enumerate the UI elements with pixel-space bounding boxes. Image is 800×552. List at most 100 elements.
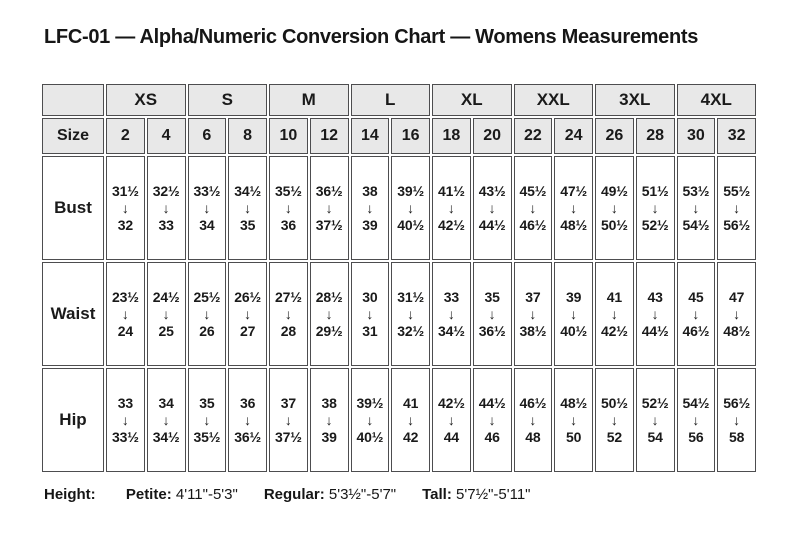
- down-arrow-icon: ↓: [244, 199, 252, 216]
- range-from: 51½: [641, 182, 669, 199]
- bust-cell: 45½ ↓ 46½: [513, 156, 553, 260]
- range-to: 34½: [152, 428, 180, 445]
- tall-label: Tall:: [422, 486, 452, 503]
- numeric-size-28: 28: [635, 118, 675, 154]
- down-arrow-icon: ↓: [610, 305, 618, 322]
- size-conversion-table: XS S M L XL XXL 3XL 4XL Size 2 4 6 8 10 …: [40, 82, 758, 474]
- range-from: 36: [240, 394, 256, 411]
- range-to: 32: [117, 216, 133, 233]
- waist-cell: 37 ↓ 38½: [513, 262, 553, 366]
- down-arrow-icon: ↓: [447, 305, 455, 322]
- down-arrow-icon: ↓: [121, 305, 129, 322]
- range-from: 49½: [601, 182, 628, 199]
- range-to: 34½: [438, 322, 465, 339]
- waist-row-label: Waist: [42, 262, 104, 366]
- range-from: 47: [729, 288, 745, 305]
- waist-cell: 43 ↓ 44½: [635, 262, 675, 366]
- range-to: 56: [688, 428, 704, 445]
- range-from: 37: [525, 288, 541, 305]
- alpha-size-m: M: [269, 84, 349, 116]
- hip-cell: 37 ↓ 37½: [269, 368, 308, 472]
- range-to: 48½: [723, 322, 750, 339]
- height-label: Height:: [44, 486, 96, 503]
- down-arrow-icon: ↓: [284, 199, 292, 216]
- waist-row: Waist 23½ ↓ 24 24½ ↓ 25 25½ ↓ 26 26½ ↓ 27 27½ ↓ 28…: [42, 262, 756, 366]
- range-from: 41: [606, 288, 622, 305]
- waist-cell: 31½ ↓ 32½: [391, 262, 430, 366]
- range-from: 31½: [397, 288, 424, 305]
- down-arrow-icon: ↓: [651, 199, 659, 216]
- hip-cell: 46½ ↓ 48: [513, 368, 553, 472]
- bust-cell: 43½ ↓ 44½: [472, 156, 512, 260]
- range-from: 54½: [682, 394, 710, 411]
- range-to: 46½: [682, 322, 710, 339]
- bust-cell: 35½ ↓ 36: [269, 156, 308, 260]
- down-arrow-icon: ↓: [651, 305, 659, 322]
- waist-cell: 35 ↓ 36½: [472, 262, 512, 366]
- height-petite-group: Petite: 4'11"-5'3": [126, 486, 238, 503]
- range-to: 36½: [234, 428, 261, 445]
- range-to: 50: [566, 428, 582, 445]
- size-row-label: Size: [42, 118, 104, 154]
- numeric-size-16: 16: [391, 118, 430, 154]
- range-to: 54: [647, 428, 663, 445]
- down-arrow-icon: ↓: [529, 411, 537, 428]
- numeric-size-22: 22: [513, 118, 553, 154]
- page-title: LFC-01 — Alpha/Numeric Conversion Chart …: [44, 26, 699, 48]
- down-arrow-icon: ↓: [407, 199, 415, 216]
- range-to: 25: [158, 322, 174, 339]
- bust-cell: 49½ ↓ 50½: [595, 156, 634, 260]
- numeric-size-18: 18: [432, 118, 471, 154]
- down-arrow-icon: ↓: [325, 411, 333, 428]
- range-to: 44½: [641, 322, 669, 339]
- range-from: 26½: [234, 288, 261, 305]
- range-to: 35½: [193, 428, 221, 445]
- range-from: 46½: [519, 394, 547, 411]
- hip-cell: 38 ↓ 39: [309, 368, 349, 472]
- bust-cell: 33½ ↓ 34: [187, 156, 227, 260]
- range-from: 28½: [315, 288, 343, 305]
- range-from: 38: [362, 182, 378, 199]
- range-from: 41: [403, 394, 419, 411]
- alpha-size-xxl: XXL: [513, 84, 593, 116]
- height-regular-group: Regular: 5'3½"-5'7": [264, 486, 396, 503]
- range-from: 33½: [193, 182, 221, 199]
- range-to: 29½: [315, 322, 343, 339]
- range-from: 39: [566, 288, 582, 305]
- range-from: 32½: [152, 182, 180, 199]
- hip-cell: 44½ ↓ 46: [472, 368, 512, 472]
- waist-cell: 47 ↓ 48½: [717, 262, 756, 366]
- down-arrow-icon: ↓: [203, 305, 211, 322]
- range-to: 35: [240, 216, 256, 233]
- range-to: 36½: [478, 322, 506, 339]
- range-from: 30: [362, 288, 378, 305]
- range-to: 27: [240, 322, 256, 339]
- range-from: 41½: [438, 182, 465, 199]
- range-to: 40½: [356, 428, 384, 445]
- down-arrow-icon: ↓: [121, 411, 129, 428]
- range-from: 33: [117, 394, 133, 411]
- range-to: 46½: [519, 216, 547, 233]
- range-from: 36½: [315, 182, 343, 199]
- waist-cell: 25½ ↓ 26: [187, 262, 227, 366]
- hip-cell: 56½ ↓ 58: [717, 368, 756, 472]
- waist-cell: 33 ↓ 34½: [432, 262, 471, 366]
- down-arrow-icon: ↓: [570, 305, 578, 322]
- down-arrow-icon: ↓: [284, 411, 292, 428]
- hip-cell: 33 ↓ 33½: [106, 368, 145, 472]
- range-to: 52: [606, 428, 622, 445]
- range-from: 43½: [478, 182, 506, 199]
- range-to: 42: [403, 428, 419, 445]
- range-to: 37½: [275, 428, 302, 445]
- down-arrow-icon: ↓: [488, 305, 496, 322]
- range-from: 37: [280, 394, 296, 411]
- alpha-size-3xl: 3XL: [595, 84, 675, 116]
- range-from: 24½: [152, 288, 180, 305]
- bust-cell: 41½ ↓ 42½: [432, 156, 471, 260]
- range-from: 34: [158, 394, 174, 411]
- alpha-size-s: S: [187, 84, 267, 116]
- range-to: 58: [729, 428, 745, 445]
- numeric-size-6: 6: [187, 118, 227, 154]
- bust-row-label: Bust: [42, 156, 104, 260]
- numeric-size-14: 14: [350, 118, 390, 154]
